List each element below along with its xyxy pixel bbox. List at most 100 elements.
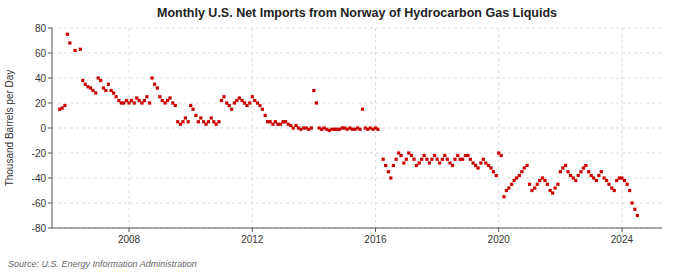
point [79, 48, 82, 51]
point [217, 120, 220, 123]
y-tick [48, 203, 52, 204]
y-axis-label: Thousand Barrels per Day [4, 70, 15, 187]
point [636, 214, 639, 217]
point [153, 83, 156, 86]
point [207, 120, 210, 123]
point [148, 101, 151, 104]
point [495, 174, 498, 177]
point [510, 183, 513, 186]
point [122, 101, 125, 104]
y-tick-label: 0 [40, 123, 46, 134]
point [253, 99, 256, 102]
y-tick [48, 103, 52, 104]
point [210, 116, 213, 119]
point [623, 179, 626, 182]
point [607, 183, 610, 186]
point [433, 154, 436, 157]
point [559, 170, 562, 173]
point [346, 128, 349, 131]
point [415, 164, 418, 167]
x-tick-label: 2008 [118, 234, 141, 245]
point [222, 95, 225, 98]
y-tick [48, 178, 52, 179]
point [536, 183, 539, 186]
point [412, 158, 415, 161]
point [631, 201, 634, 204]
point [68, 41, 71, 44]
point [61, 106, 64, 109]
x-tick [252, 228, 253, 232]
point [556, 183, 559, 186]
point [138, 99, 141, 102]
point [215, 123, 218, 126]
point [158, 95, 161, 98]
point [579, 170, 582, 173]
point [248, 101, 251, 104]
point [502, 195, 505, 198]
point [384, 164, 387, 167]
point [482, 158, 485, 161]
point [613, 189, 616, 192]
point [194, 114, 197, 117]
point [443, 154, 446, 157]
point [176, 120, 179, 123]
point [538, 179, 541, 182]
y-tick [48, 78, 52, 79]
point [84, 83, 87, 86]
point [461, 158, 464, 161]
point [392, 164, 395, 167]
grid-line-x [252, 28, 253, 228]
point [192, 108, 195, 111]
point [407, 151, 410, 154]
chart-svg: -80-60-40-200204060802008201220162020202… [0, 0, 675, 275]
point [187, 120, 190, 123]
point [530, 189, 533, 192]
point [369, 126, 372, 129]
point [174, 104, 177, 107]
x-axis-line [52, 228, 662, 229]
point [184, 116, 187, 119]
point [626, 183, 629, 186]
point [151, 76, 154, 79]
point [428, 161, 431, 164]
point [451, 164, 454, 167]
point [551, 191, 554, 194]
x-tick [129, 228, 130, 232]
point [276, 123, 279, 126]
point [395, 158, 398, 161]
y-tick-label: -20 [32, 148, 47, 159]
point [446, 158, 449, 161]
y-tick-label: -40 [32, 173, 47, 184]
point [574, 179, 577, 182]
point [597, 174, 600, 177]
point [299, 128, 302, 131]
point [99, 79, 102, 82]
y-tick-label: -80 [32, 223, 47, 234]
point [436, 158, 439, 161]
chart-container: -80-60-40-200204060802008201220162020202… [0, 0, 675, 275]
point [107, 83, 110, 86]
point [91, 89, 94, 92]
point [197, 120, 200, 123]
point [382, 158, 385, 161]
point [402, 161, 405, 164]
point [615, 179, 618, 182]
y-tick-label: 80 [35, 23, 47, 34]
point [358, 128, 361, 131]
point [251, 95, 254, 98]
point [376, 128, 379, 131]
point [199, 116, 202, 119]
point [543, 179, 546, 182]
point [315, 101, 318, 104]
point [63, 104, 66, 107]
point [220, 99, 223, 102]
point [418, 161, 421, 164]
point [469, 158, 472, 161]
point [168, 96, 171, 99]
point [507, 186, 510, 189]
y-tick [48, 153, 52, 154]
title: Monthly U.S. Net Imports from Norway of … [157, 6, 557, 20]
y-tick-label: -60 [32, 198, 47, 209]
point [566, 170, 569, 173]
points [58, 33, 639, 217]
